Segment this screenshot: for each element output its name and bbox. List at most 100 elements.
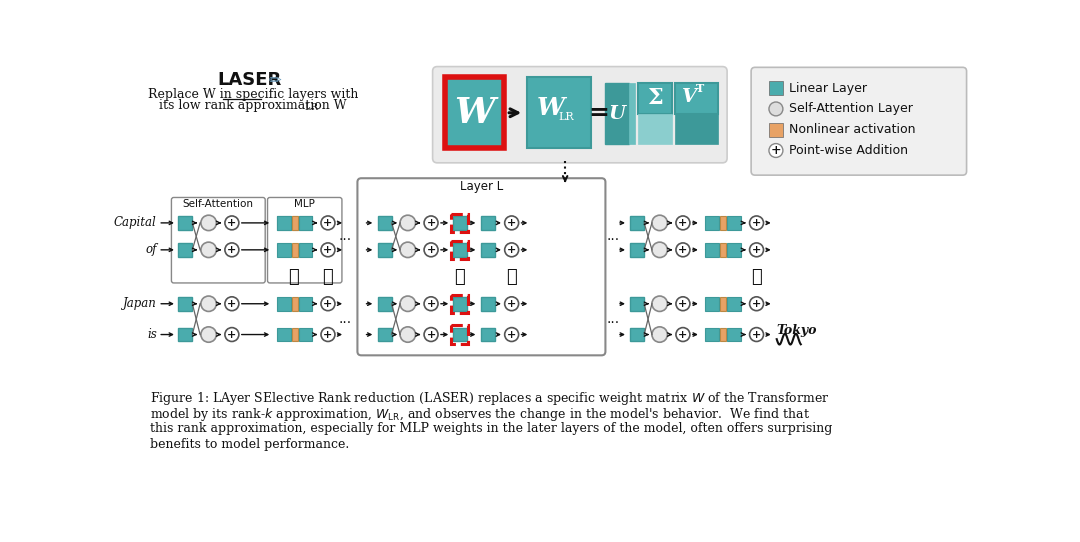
Bar xyxy=(451,294,469,313)
Circle shape xyxy=(424,216,438,230)
Text: Self-Attention: Self-Attention xyxy=(183,199,254,209)
Text: Layer L: Layer L xyxy=(460,180,503,193)
Circle shape xyxy=(400,296,416,312)
Text: +: + xyxy=(507,329,516,340)
Bar xyxy=(705,297,719,311)
Bar xyxy=(629,83,635,144)
Circle shape xyxy=(750,216,764,230)
Circle shape xyxy=(750,243,764,257)
Bar xyxy=(292,327,298,341)
Text: +: + xyxy=(507,244,516,255)
Bar xyxy=(481,243,495,257)
Bar xyxy=(292,216,298,230)
Text: +: + xyxy=(752,298,761,309)
Text: Figure 1: LAyer SElective Rank reduction (LASER) replaces a specific weight matr: Figure 1: LAyer SElective Rank reduction… xyxy=(150,390,829,407)
Text: LR: LR xyxy=(558,112,573,122)
Bar xyxy=(276,327,291,341)
Circle shape xyxy=(652,215,667,230)
Bar xyxy=(298,216,312,230)
Bar xyxy=(292,297,298,311)
Circle shape xyxy=(321,243,335,257)
Bar xyxy=(178,327,192,341)
Text: +: + xyxy=(678,217,688,228)
Bar xyxy=(451,241,469,259)
Bar xyxy=(727,327,741,341)
Text: +: + xyxy=(427,244,435,255)
Text: +: + xyxy=(227,244,237,255)
Circle shape xyxy=(504,216,518,230)
Bar xyxy=(378,243,392,257)
Text: V: V xyxy=(683,88,698,106)
Text: Self-Attention Layer: Self-Attention Layer xyxy=(789,102,913,115)
Text: Σ: Σ xyxy=(647,87,663,109)
Text: +: + xyxy=(678,298,688,309)
Circle shape xyxy=(225,327,239,341)
Circle shape xyxy=(769,144,783,157)
Circle shape xyxy=(201,327,216,342)
Text: +: + xyxy=(227,329,237,340)
Bar xyxy=(631,216,644,230)
Circle shape xyxy=(750,297,764,311)
Text: ...: ... xyxy=(338,312,352,326)
Circle shape xyxy=(321,297,335,311)
Bar xyxy=(378,216,392,230)
Bar xyxy=(720,243,727,257)
Text: +: + xyxy=(752,244,761,255)
Text: model by its rank-$k$ approximation, $W_{\mathrm{LR}}$, and observes the change : model by its rank-$k$ approximation, $W_… xyxy=(150,406,810,423)
Text: +: + xyxy=(678,244,688,255)
Circle shape xyxy=(504,327,518,341)
Circle shape xyxy=(321,327,335,341)
Bar xyxy=(631,327,644,341)
Text: U: U xyxy=(608,105,625,122)
Bar xyxy=(769,123,783,137)
Text: LR: LR xyxy=(305,103,319,112)
Text: +: + xyxy=(323,329,333,340)
Bar xyxy=(720,327,727,341)
Text: Replace W in specific layers with: Replace W in specific layers with xyxy=(148,88,357,101)
Circle shape xyxy=(321,216,335,230)
Bar xyxy=(178,297,192,311)
Circle shape xyxy=(676,216,690,230)
Text: this rank approximation, especially for MLP weights in the later layers of the m: this rank approximation, especially for … xyxy=(150,422,833,435)
Bar xyxy=(481,327,495,341)
Text: Capital: Capital xyxy=(114,216,157,229)
Text: Nonlinear activation: Nonlinear activation xyxy=(789,123,916,136)
Bar xyxy=(378,297,392,311)
Text: its low rank approximation W: its low rank approximation W xyxy=(159,99,347,112)
FancyBboxPatch shape xyxy=(433,67,727,163)
Text: Tokyo: Tokyo xyxy=(777,324,818,337)
Bar xyxy=(638,83,672,114)
Circle shape xyxy=(201,215,216,230)
Bar xyxy=(631,297,644,311)
Text: ⋮: ⋮ xyxy=(455,268,465,286)
Bar xyxy=(292,243,298,257)
Bar xyxy=(292,216,298,230)
Bar xyxy=(727,243,741,257)
Bar xyxy=(631,243,644,257)
Bar xyxy=(445,78,504,148)
Text: ⋮: ⋮ xyxy=(752,268,761,286)
Circle shape xyxy=(652,242,667,257)
Bar xyxy=(727,216,741,230)
Circle shape xyxy=(676,327,690,341)
Text: benefits to model performance.: benefits to model performance. xyxy=(150,438,350,451)
Bar xyxy=(705,243,719,257)
Bar xyxy=(705,216,719,230)
Text: of: of xyxy=(145,243,157,256)
Text: T: T xyxy=(696,83,704,94)
Text: +: + xyxy=(427,298,435,309)
Circle shape xyxy=(400,327,416,342)
Text: Linear Layer: Linear Layer xyxy=(789,82,867,95)
Bar xyxy=(451,325,469,344)
Bar xyxy=(378,327,392,341)
Circle shape xyxy=(504,243,518,257)
Circle shape xyxy=(400,242,416,257)
Text: LASER: LASER xyxy=(217,72,282,89)
Bar xyxy=(298,243,312,257)
Text: +: + xyxy=(323,244,333,255)
Circle shape xyxy=(225,243,239,257)
Bar xyxy=(720,216,727,230)
Text: W: W xyxy=(454,96,495,130)
Text: +: + xyxy=(507,217,516,228)
Text: ⋮: ⋮ xyxy=(288,268,299,286)
